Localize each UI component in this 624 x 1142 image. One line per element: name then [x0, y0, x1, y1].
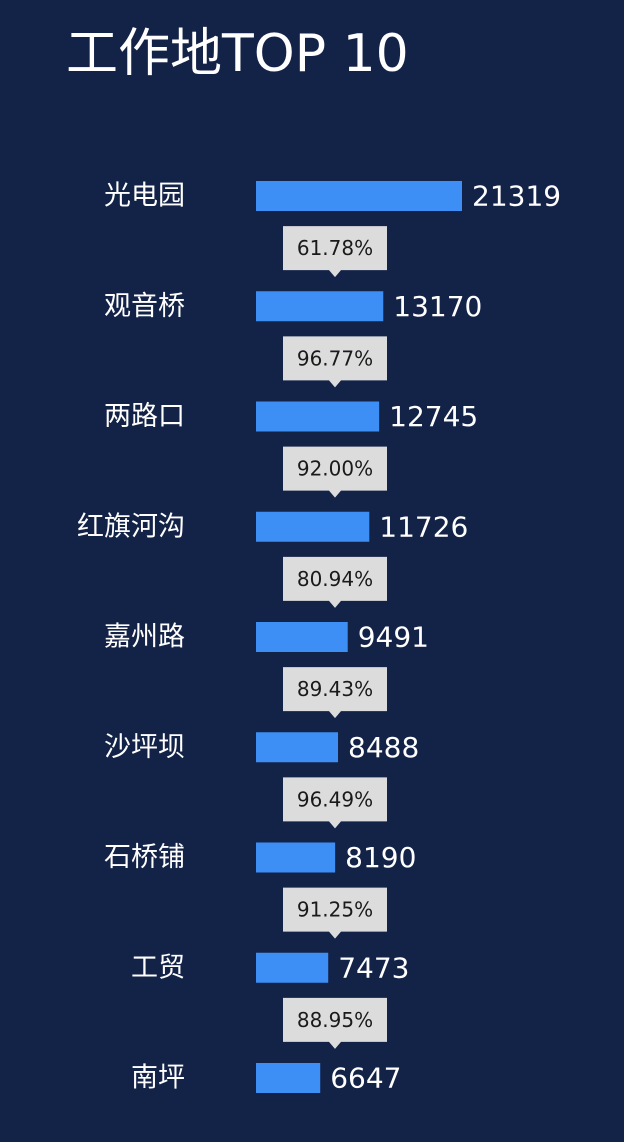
bar	[256, 622, 348, 652]
conversion-rate-label: 89.43%	[297, 677, 373, 701]
conversion-rate-label: 88.95%	[297, 1008, 373, 1032]
bar	[256, 181, 462, 211]
bar	[256, 511, 370, 542]
category-label: 石桥铺	[104, 842, 185, 873]
conversion-callout	[283, 226, 387, 278]
bar	[256, 732, 339, 763]
conversion-callout	[283, 556, 387, 608]
conversion-callout	[283, 446, 387, 498]
conversion-callout	[283, 997, 387, 1049]
chart-title: 工作地TOP 10	[66, 24, 409, 84]
category-label: 光电园	[104, 181, 185, 212]
conversion-rate-label: 80.94%	[297, 567, 373, 591]
bar	[256, 401, 380, 432]
category-label: 工贸	[131, 952, 185, 983]
conversion-rate-label: 61.78%	[297, 236, 373, 260]
bar	[256, 291, 384, 322]
value-label: 7473	[338, 951, 409, 984]
value-label: 6647	[330, 1062, 401, 1095]
conversion-callout	[283, 777, 387, 829]
bar	[256, 842, 336, 873]
value-label: 9491	[358, 621, 429, 654]
value-label: 8190	[345, 841, 416, 874]
conversion-callout	[283, 887, 387, 939]
category-label: 观音桥	[104, 291, 185, 322]
category-label: 南坪	[131, 1063, 185, 1094]
conversion-callout	[283, 667, 387, 719]
value-label: 12745	[389, 400, 478, 433]
value-label: 13170	[393, 290, 482, 323]
category-label: 嘉州路	[104, 622, 185, 653]
category-label: 沙坪坝	[104, 732, 185, 763]
bar	[256, 1063, 321, 1093]
conversion-rate-label: 92.00%	[297, 457, 373, 481]
value-label: 11726	[379, 510, 468, 543]
value-label: 8488	[348, 731, 419, 764]
category-label: 红旗河沟	[77, 511, 185, 542]
conversion-rate-label: 96.49%	[297, 787, 373, 811]
bar	[256, 952, 329, 983]
conversion-callout	[283, 336, 387, 388]
value-label: 21319	[472, 180, 561, 213]
conversion-rate-label: 91.25%	[297, 898, 373, 922]
category-label: 两路口	[104, 401, 185, 432]
conversion-rate-label: 96.77%	[297, 346, 373, 370]
